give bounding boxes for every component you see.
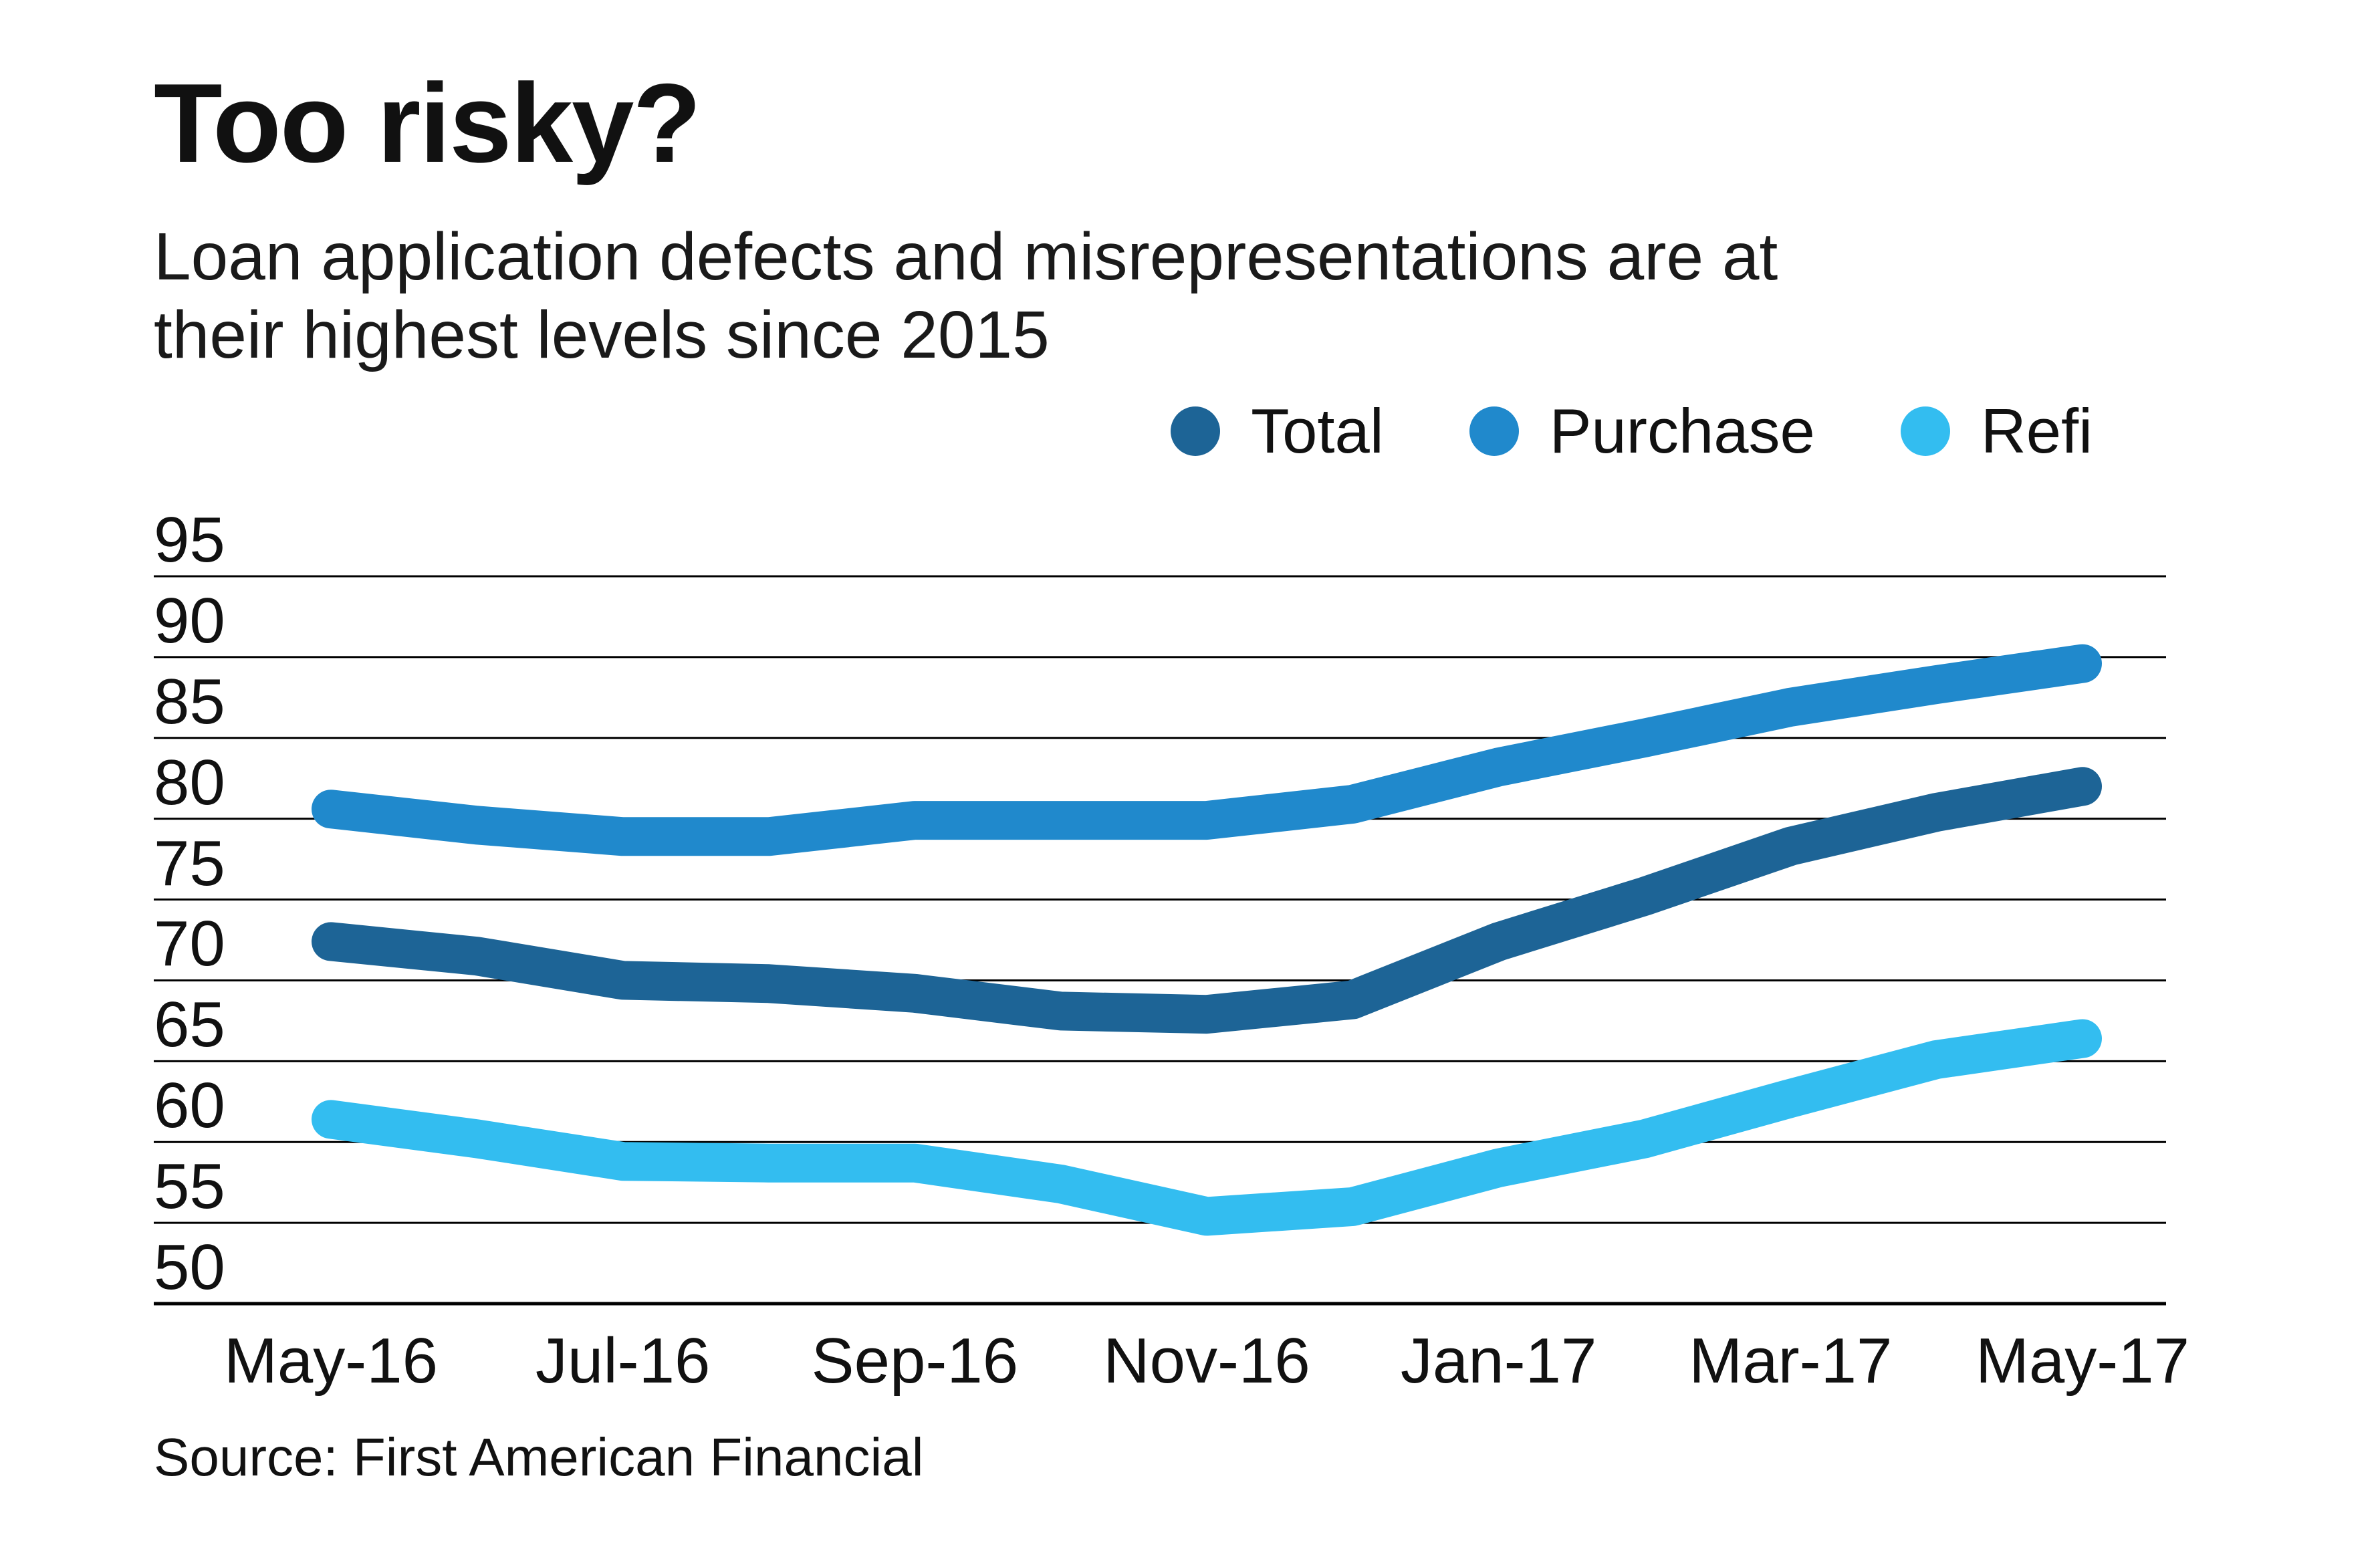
y-axis-tick-80: 80 xyxy=(154,746,225,818)
chart-subtitle: Loan application defects and misrepresen… xyxy=(154,218,1778,374)
y-axis-tick-90: 90 xyxy=(154,584,225,657)
legend-label-refi: Refi xyxy=(1980,396,2093,466)
chart-subtitle-line1: Loan application defects and misrepresen… xyxy=(154,219,1778,294)
legend-item-refi: Refi xyxy=(1900,396,2093,466)
legend-label-purchase: Purchase xyxy=(1549,396,1815,466)
chart-legend: Total Purchase Refi xyxy=(1171,400,2093,463)
x-axis-tick-Nov-16: Nov-16 xyxy=(1103,1325,1310,1397)
x-axis-tick-Sep-16: Sep-16 xyxy=(811,1325,1019,1397)
y-axis-tick-75: 75 xyxy=(154,827,225,899)
y-axis-tick-65: 65 xyxy=(154,989,225,1061)
x-axis-tick-May-16: May-16 xyxy=(223,1325,439,1397)
y-axis-tick-85: 85 xyxy=(154,665,225,737)
x-axis-tick-Jul-16: Jul-16 xyxy=(535,1325,711,1397)
legend-item-purchase: Purchase xyxy=(1469,400,1815,463)
y-axis-tick-55: 55 xyxy=(154,1151,225,1223)
purchase-series-line xyxy=(312,644,2102,856)
chart-subtitle-line2: their highest levels since 2015 xyxy=(154,297,1050,372)
legend-label-total: Total xyxy=(1251,396,1384,466)
purchase-series-dot-icon xyxy=(1469,406,1519,456)
y-axis-tick-95: 95 xyxy=(154,504,225,576)
source-note: Source: First American Financial xyxy=(154,1427,924,1487)
legend-item-total: Total xyxy=(1171,400,1384,463)
chart-title: Too risky? xyxy=(154,60,701,186)
refi-series-line xyxy=(312,1019,2102,1236)
y-axis-tick-60: 60 xyxy=(154,1070,225,1142)
y-axis-tick-50: 50 xyxy=(154,1231,225,1303)
total-series-line xyxy=(312,767,2102,1034)
x-axis-tick-May-17: May-17 xyxy=(1975,1325,2190,1397)
y-axis-tick-70: 70 xyxy=(154,908,225,980)
x-axis-tick-Mar-17: Mar-17 xyxy=(1689,1325,1893,1397)
total-series-dot-icon xyxy=(1171,406,1221,456)
refi-series-dot-icon xyxy=(1900,406,1950,456)
x-axis-tick-Jan-17: Jan-17 xyxy=(1400,1325,1597,1397)
